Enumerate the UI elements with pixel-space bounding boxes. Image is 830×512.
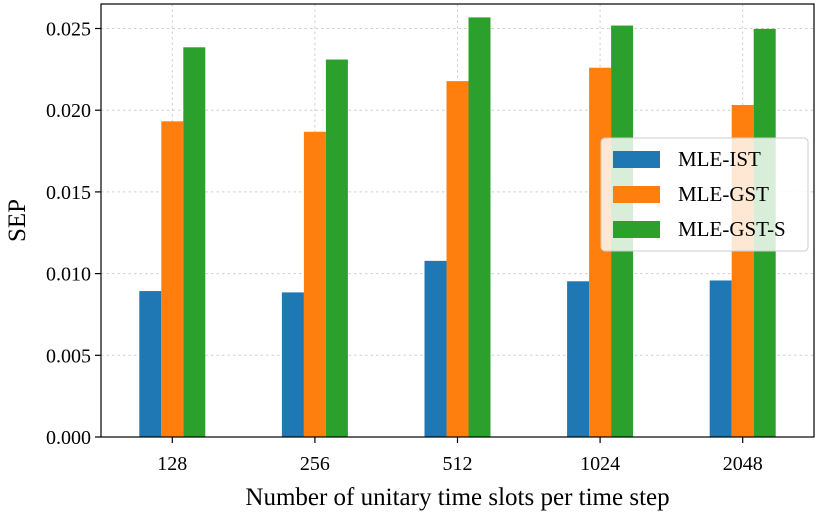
bar-mle-gst-512: [446, 81, 469, 437]
bar-mle-gst-s-256: [325, 59, 348, 437]
bar-mle-ist-2048: [709, 280, 732, 437]
y-tick-label: 0.015: [46, 182, 91, 204]
y-tick-label: 0.000: [46, 427, 91, 449]
bar-mle-gst-256: [303, 131, 326, 437]
bar-mle-gst-s-128: [183, 47, 206, 438]
bar-mle-ist-256: [281, 292, 304, 437]
y-axis-ticks: 0.000 0.005 0.010 0.015 0.020 0.025: [46, 19, 101, 449]
bar-mle-gst-1024: [589, 67, 612, 438]
legend-swatch-mle-ist: [613, 151, 660, 168]
y-axis-label: SEP: [4, 199, 31, 242]
bar-mle-gst-s-512: [468, 17, 491, 437]
legend-label: MLE-IST: [678, 147, 761, 171]
y-tick-label: 0.020: [46, 100, 91, 122]
x-axis-label: Number of unitary time slots per time st…: [245, 484, 669, 511]
x-tick-label: 1024: [580, 453, 620, 475]
y-tick-label: 0.005: [46, 345, 91, 367]
y-tick-label: 0.025: [46, 19, 91, 41]
x-tick-label: 256: [300, 453, 330, 475]
bar-mle-gst-128: [161, 121, 184, 438]
x-tick-label: 128: [157, 453, 187, 475]
legend-label: MLE-GST-S: [678, 217, 786, 241]
y-tick-label: 0.010: [46, 264, 91, 286]
bar-mle-ist-1024: [567, 281, 590, 437]
legend-swatch-mle-gst-s: [613, 221, 660, 238]
legend-label: MLE-GST: [678, 182, 769, 206]
x-axis-ticks: 128 256 512 1024 2048: [157, 437, 763, 475]
x-tick-label: 512: [443, 453, 473, 475]
bar-mle-ist-512: [424, 260, 447, 437]
legend: MLE-IST MLE-GST MLE-GST-S: [600, 137, 809, 252]
x-tick-label: 2048: [723, 453, 763, 475]
legend-swatch-mle-gst: [613, 186, 660, 203]
bar-mle-ist-128: [139, 291, 162, 437]
